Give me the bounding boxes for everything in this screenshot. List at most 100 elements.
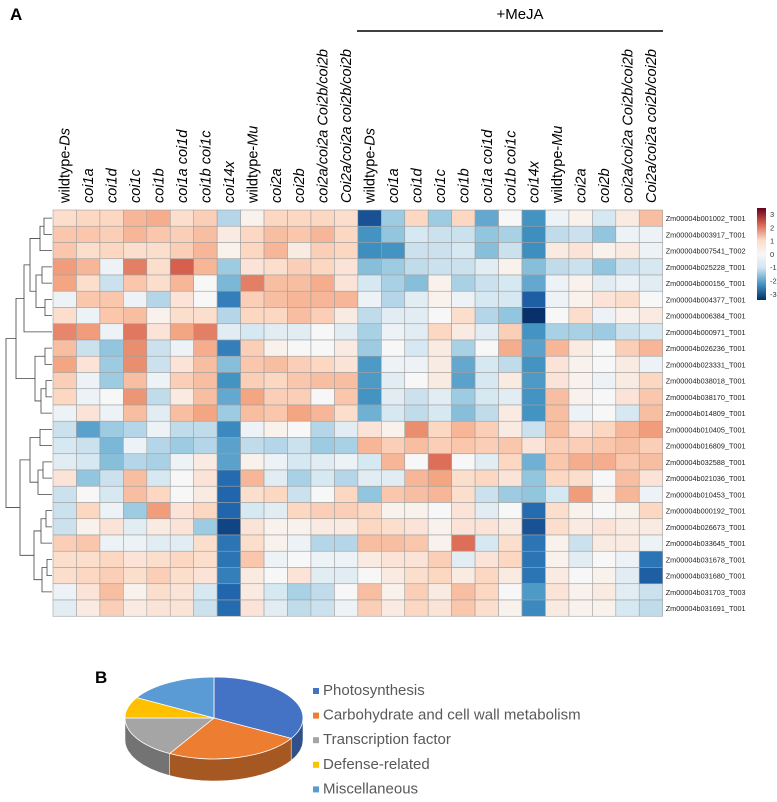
heatmap-cell bbox=[52, 437, 77, 455]
heatmap-cell bbox=[334, 388, 359, 406]
heatmap-cell bbox=[123, 388, 148, 406]
heatmap-cell bbox=[357, 518, 382, 536]
heatmap-cell bbox=[263, 225, 288, 243]
heatmap-cell bbox=[310, 339, 335, 357]
heatmap-cell bbox=[334, 502, 359, 520]
heatmap-cell bbox=[169, 290, 195, 308]
heatmap-cell bbox=[427, 420, 452, 438]
row-label: Zm00004b023331_T001 bbox=[666, 360, 746, 369]
heatmap-cell bbox=[263, 339, 288, 357]
heatmap-cell bbox=[146, 567, 171, 585]
panel-label-b: B bbox=[95, 668, 107, 687]
heatmap-cell bbox=[240, 258, 265, 276]
heatmap-cell bbox=[52, 339, 77, 357]
heatmap-cell bbox=[474, 469, 499, 487]
heatmap-cell bbox=[615, 550, 640, 568]
heatmap-cell bbox=[334, 518, 359, 536]
heatmap-cell bbox=[310, 420, 335, 438]
heatmap-cell bbox=[474, 583, 499, 601]
heatmap-cell bbox=[451, 567, 476, 585]
heatmap-cell bbox=[287, 258, 312, 276]
heatmap-cell bbox=[216, 437, 241, 455]
heatmap-cell bbox=[193, 290, 218, 308]
row-label: Zm00004b026236_T001 bbox=[666, 344, 746, 353]
column-label: coi2a bbox=[269, 168, 285, 203]
heatmap-cell bbox=[263, 567, 288, 585]
heatmap-cell bbox=[592, 453, 617, 471]
heatmap-cell bbox=[240, 404, 265, 422]
heatmap-cell bbox=[193, 469, 218, 487]
heatmap-cell bbox=[451, 534, 476, 552]
heatmap-cell bbox=[193, 550, 218, 568]
legend-swatch bbox=[313, 786, 319, 793]
heatmap-cell bbox=[404, 518, 429, 536]
heatmap-cell bbox=[287, 502, 312, 520]
heatmap-cell bbox=[334, 583, 359, 601]
row-label: Zm00004b000192_T001 bbox=[666, 507, 746, 516]
heatmap-cell bbox=[123, 469, 148, 487]
heatmap-cell bbox=[615, 258, 640, 276]
heatmap-cell bbox=[99, 388, 124, 406]
heatmap-cells bbox=[52, 209, 664, 617]
heatmap-cell bbox=[146, 258, 171, 276]
heatmap-cell bbox=[240, 469, 265, 487]
heatmap-cell bbox=[615, 599, 640, 617]
heatmap-cell bbox=[498, 307, 523, 325]
heatmap-cell bbox=[615, 242, 640, 260]
heatmap-cell bbox=[592, 355, 617, 373]
heatmap-cell bbox=[380, 518, 406, 536]
heatmap-cell bbox=[193, 534, 218, 552]
heatmap-cell bbox=[193, 453, 218, 471]
heatmap-cell bbox=[99, 534, 124, 552]
heatmap-cell bbox=[76, 404, 101, 422]
heatmap-cell bbox=[568, 437, 593, 455]
heatmap-cell bbox=[568, 534, 593, 552]
heatmap-cell bbox=[240, 372, 265, 390]
heatmap-cell bbox=[263, 274, 288, 292]
heatmap-cell bbox=[638, 583, 664, 601]
heatmap-cell bbox=[404, 388, 429, 406]
heatmap-cell bbox=[263, 242, 288, 260]
heatmap-cell bbox=[592, 599, 617, 617]
heatmap-cell bbox=[451, 502, 476, 520]
heatmap-cell bbox=[357, 355, 382, 373]
heatmap-cell bbox=[310, 242, 335, 260]
heatmap-cell bbox=[193, 567, 218, 585]
heatmap-cell bbox=[193, 258, 218, 276]
heatmap-cell bbox=[451, 209, 476, 227]
heatmap-cell bbox=[240, 453, 265, 471]
column-label: coi1a bbox=[386, 168, 402, 203]
heatmap-cell bbox=[380, 339, 406, 357]
heatmap-cell bbox=[287, 307, 312, 325]
colorbar bbox=[757, 208, 766, 300]
heatmap-cell bbox=[193, 583, 218, 601]
dendrogram-branch bbox=[40, 518, 52, 544]
heatmap-cell bbox=[357, 502, 382, 520]
heatmap-cell bbox=[615, 388, 640, 406]
heatmap-cell bbox=[545, 485, 570, 503]
heatmap-cell bbox=[146, 209, 171, 227]
heatmap-cell bbox=[427, 355, 452, 373]
heatmap-cell bbox=[334, 323, 359, 341]
heatmap-cell bbox=[545, 274, 570, 292]
heatmap-cell bbox=[216, 599, 241, 617]
heatmap-cell bbox=[310, 323, 335, 341]
heatmap-cell bbox=[498, 274, 523, 292]
heatmap-cell bbox=[193, 388, 218, 406]
heatmap-cell bbox=[52, 307, 77, 325]
heatmap-cell bbox=[380, 404, 406, 422]
heatmap-cell bbox=[52, 372, 77, 390]
heatmap-cell bbox=[521, 534, 546, 552]
heatmap-cell bbox=[404, 550, 429, 568]
heatmap-cell bbox=[193, 307, 218, 325]
heatmap-cell bbox=[521, 355, 546, 373]
heatmap-cell bbox=[146, 323, 171, 341]
heatmap-cell bbox=[216, 567, 241, 585]
heatmap-cell bbox=[169, 550, 195, 568]
heatmap-cell bbox=[123, 518, 148, 536]
heatmap-cell bbox=[380, 290, 406, 308]
heatmap-cell bbox=[451, 453, 476, 471]
heatmap-cell bbox=[451, 372, 476, 390]
heatmap-cell bbox=[216, 404, 241, 422]
heatmap-cell bbox=[334, 485, 359, 503]
